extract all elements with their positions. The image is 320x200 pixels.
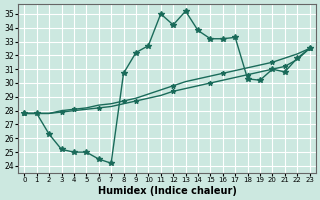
X-axis label: Humidex (Indice chaleur): Humidex (Indice chaleur) xyxy=(98,186,236,196)
